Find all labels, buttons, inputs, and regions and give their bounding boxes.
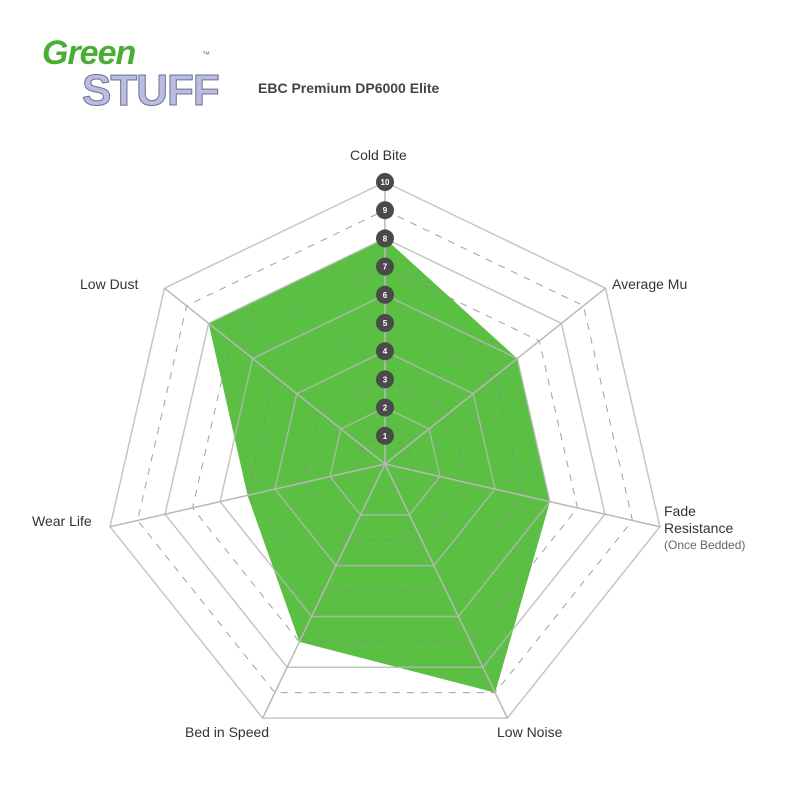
scale-label-3: 3 xyxy=(383,375,388,384)
axis-spoke-6 xyxy=(164,287,386,465)
scale-badge-9 xyxy=(376,201,394,220)
grid-ring-5 xyxy=(246,322,524,592)
scale-label-2: 2 xyxy=(383,404,388,413)
axis-spoke-5 xyxy=(109,463,386,528)
axis-label-low-dust: Low Dust xyxy=(80,276,139,292)
axis-spoke-3 xyxy=(384,463,509,719)
green-stuff-logo: Green STUFF ™ xyxy=(40,30,220,125)
logo-line2: STUFF xyxy=(82,66,221,116)
logo-line1: Green xyxy=(42,34,136,72)
axis-label-cold-bite: Cold Bite xyxy=(350,147,407,163)
axis-spoke-2 xyxy=(384,463,661,528)
scale-badge-3 xyxy=(376,370,394,389)
scale-badge-1 xyxy=(376,426,394,445)
scale-label-8: 8 xyxy=(383,234,388,243)
axis-label-low-noise: Low Noise xyxy=(497,724,563,740)
grid-ring-10 xyxy=(109,181,661,719)
scale-badge-4 xyxy=(376,342,394,361)
scale-label-7: 7 xyxy=(383,263,388,272)
scale-label-10: 10 xyxy=(381,178,390,187)
axis-label-bed-in-speed: Bed in Speed xyxy=(185,724,270,740)
scale-label-1: 1 xyxy=(383,432,388,441)
axis-spoke-4 xyxy=(261,463,386,719)
scale-badge-5 xyxy=(376,314,394,332)
grid-ring-6 xyxy=(219,293,551,618)
axis-spoke-1 xyxy=(384,287,606,465)
grid-ring-2 xyxy=(329,406,441,516)
axis-label-wear-life: Wear Life xyxy=(32,513,92,529)
grid-ring-8 xyxy=(164,237,606,669)
axis-label-fade-resistance: Fade Resistance (Once Bedded) xyxy=(664,503,754,554)
axis-label-average-mu: Average Mu xyxy=(612,276,688,292)
scale-badge-8 xyxy=(376,229,394,248)
grid-ring-7 xyxy=(192,266,578,643)
chart-title: EBC Premium DP6000 Elite xyxy=(258,80,440,96)
fade-resistance-text: Fade Resistance xyxy=(664,503,734,536)
scale-label-4: 4 xyxy=(383,347,388,356)
scale-badge-6 xyxy=(376,285,394,304)
scale-label-6: 6 xyxy=(383,291,388,300)
grid-ring-4 xyxy=(274,350,496,567)
grid-ring-3 xyxy=(301,378,469,541)
scale-badge-10 xyxy=(376,173,394,191)
scale-badge-2 xyxy=(376,398,394,417)
logo-tm: ™ xyxy=(202,50,210,59)
scale-label-9: 9 xyxy=(383,206,388,215)
fade-resistance-sublabel: (Once Bedded) xyxy=(664,538,746,552)
scale-label-5: 5 xyxy=(383,319,388,328)
grid-ring-9 xyxy=(137,209,633,694)
grid-ring-1 xyxy=(356,435,414,490)
scale-badge-7 xyxy=(376,257,394,276)
